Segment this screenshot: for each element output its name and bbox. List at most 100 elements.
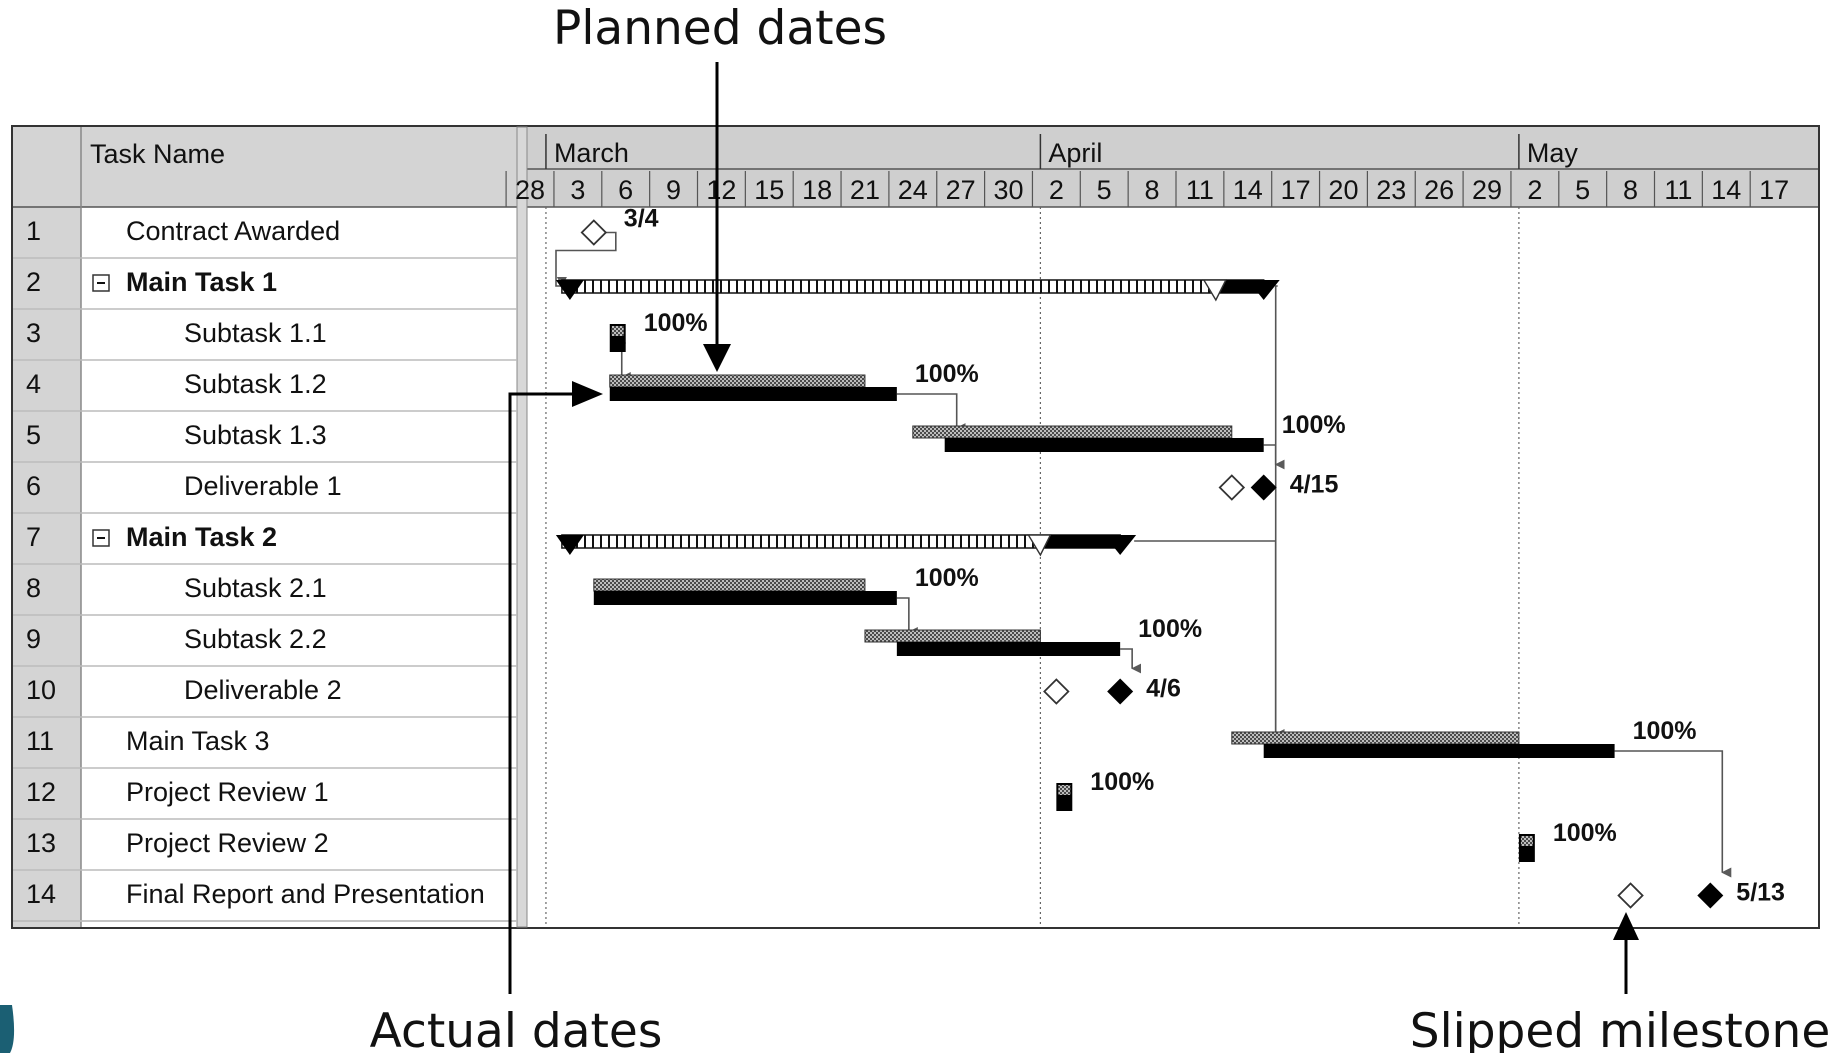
row-number: 8 xyxy=(26,573,41,603)
callout-planned-arrowhead xyxy=(703,344,731,372)
row-number: 12 xyxy=(26,777,56,807)
task-name: Subtask 1.1 xyxy=(184,318,327,348)
planned-bar xyxy=(912,425,1233,439)
splitter-bar[interactable] xyxy=(516,126,528,928)
callout-actual-line xyxy=(508,392,580,994)
tick-label: 20 xyxy=(1328,175,1358,205)
actual-milestone-diamond xyxy=(1697,882,1724,909)
summary-start-cap xyxy=(555,535,584,555)
tick-label: 24 xyxy=(898,175,928,205)
planned-bar xyxy=(609,374,866,388)
collapse-toggle-icon[interactable] xyxy=(92,274,110,292)
percent-complete-label: 100% xyxy=(1633,717,1697,745)
month-label: March xyxy=(554,138,629,168)
percent-complete-label: 100% xyxy=(915,564,979,592)
tick-label: 8 xyxy=(1145,175,1160,205)
task-name: Deliverable 1 xyxy=(184,471,342,501)
task-name: Project Review 1 xyxy=(126,777,329,807)
row-number: 9 xyxy=(26,624,41,654)
tick-label: 14 xyxy=(1711,175,1741,205)
task-name: Project Review 2 xyxy=(126,828,329,858)
tick-label: 30 xyxy=(993,175,1023,205)
percent-complete-label: 100% xyxy=(915,360,979,388)
task-name: Final Report and Presentation xyxy=(126,879,485,909)
row-number: 2 xyxy=(26,267,41,297)
task-name: Main Task 1 xyxy=(126,267,277,297)
callout-actual-arrowhead xyxy=(572,381,603,407)
tick-label: 3 xyxy=(570,175,585,205)
actual-bar xyxy=(1263,744,1615,758)
tick-label: 26 xyxy=(1424,175,1454,205)
month-label: May xyxy=(1527,138,1579,168)
tick-label: 5 xyxy=(1575,175,1590,205)
row-number: 5 xyxy=(26,420,41,450)
dependency-link xyxy=(555,231,617,287)
row-number: 11 xyxy=(26,726,54,756)
milestone-date-label: 4/15 xyxy=(1290,471,1339,499)
task-name: Subtask 2.1 xyxy=(184,573,327,603)
dependency-link xyxy=(896,597,918,637)
summary-bar xyxy=(561,279,1265,294)
tick-label: 27 xyxy=(946,175,976,205)
actual-bar xyxy=(593,591,897,605)
tick-label: 17 xyxy=(1281,175,1311,205)
dependency-link xyxy=(896,393,966,433)
callout-actual-dates: Actual dates xyxy=(370,1004,663,1053)
timescale-header xyxy=(527,127,1818,207)
task-name: Main Task 3 xyxy=(126,726,270,756)
callout-slipped-arrowhead xyxy=(1613,912,1639,940)
summary-end-cap xyxy=(1104,535,1137,555)
collapse-toggle-icon[interactable] xyxy=(92,529,110,547)
gantt-frame xyxy=(11,125,1820,929)
percent-complete-label: 100% xyxy=(1282,411,1346,439)
tick-label: 12 xyxy=(706,175,736,205)
planned-milestone-diamond xyxy=(1043,678,1070,705)
milestone-date-label: 5/13 xyxy=(1736,879,1785,907)
planned-bar xyxy=(1231,731,1520,745)
row-number: 10 xyxy=(26,675,56,705)
row-number: 13 xyxy=(26,828,56,858)
actual-milestone-diamond xyxy=(1107,678,1134,705)
row-number-column xyxy=(13,127,81,927)
task-name: Deliverable 2 xyxy=(184,675,342,705)
actual-bar xyxy=(609,387,897,401)
milestone-date-label: 3/4 xyxy=(624,205,659,233)
tick-label: 29 xyxy=(1472,175,1502,205)
tick-label: 18 xyxy=(802,175,832,205)
row-number: 7 xyxy=(26,522,41,552)
tick-label: 11 xyxy=(1664,175,1692,205)
actual-bar-progress-hatch xyxy=(1058,785,1071,795)
dependency-link xyxy=(1134,540,1285,739)
summary-planned-end-cap xyxy=(1027,534,1052,557)
task-name: Subtask 1.2 xyxy=(184,369,327,399)
tick-label: 15 xyxy=(754,175,784,205)
planned-milestone-diamond xyxy=(1617,882,1644,909)
tick-label: 8 xyxy=(1623,175,1638,205)
callout-slipped-milestone: Slipped milestone xyxy=(1410,1004,1829,1053)
summary-planned-end-cap xyxy=(1202,279,1227,302)
summary-end-cap xyxy=(1247,280,1280,300)
milestone-date-label: 4/6 xyxy=(1146,675,1181,703)
row-number: 6 xyxy=(26,471,41,501)
actual-bar-progress-hatch xyxy=(611,326,624,336)
table-header xyxy=(13,127,526,207)
actual-bar-progress-hatch xyxy=(1520,836,1533,846)
percent-complete-label: 100% xyxy=(644,309,708,337)
percent-complete-label: 100% xyxy=(1090,768,1154,796)
task-name: Contract Awarded xyxy=(126,216,340,246)
actual-bar xyxy=(944,438,1264,452)
row-number: 3 xyxy=(26,318,41,348)
task-name: Main Task 2 xyxy=(126,522,277,552)
summary-slip-segment xyxy=(1038,535,1121,548)
percent-complete-label: 100% xyxy=(1138,615,1202,643)
task-name: Subtask 2.2 xyxy=(184,624,327,654)
corner-decoration xyxy=(0,1005,15,1053)
actual-bar xyxy=(896,642,1121,656)
planned-bar xyxy=(593,578,866,592)
tick-label: 2 xyxy=(1527,175,1542,205)
task-name-header: Task Name xyxy=(90,139,225,169)
summary-start-cap xyxy=(555,280,584,300)
planned-bar xyxy=(864,629,1041,643)
